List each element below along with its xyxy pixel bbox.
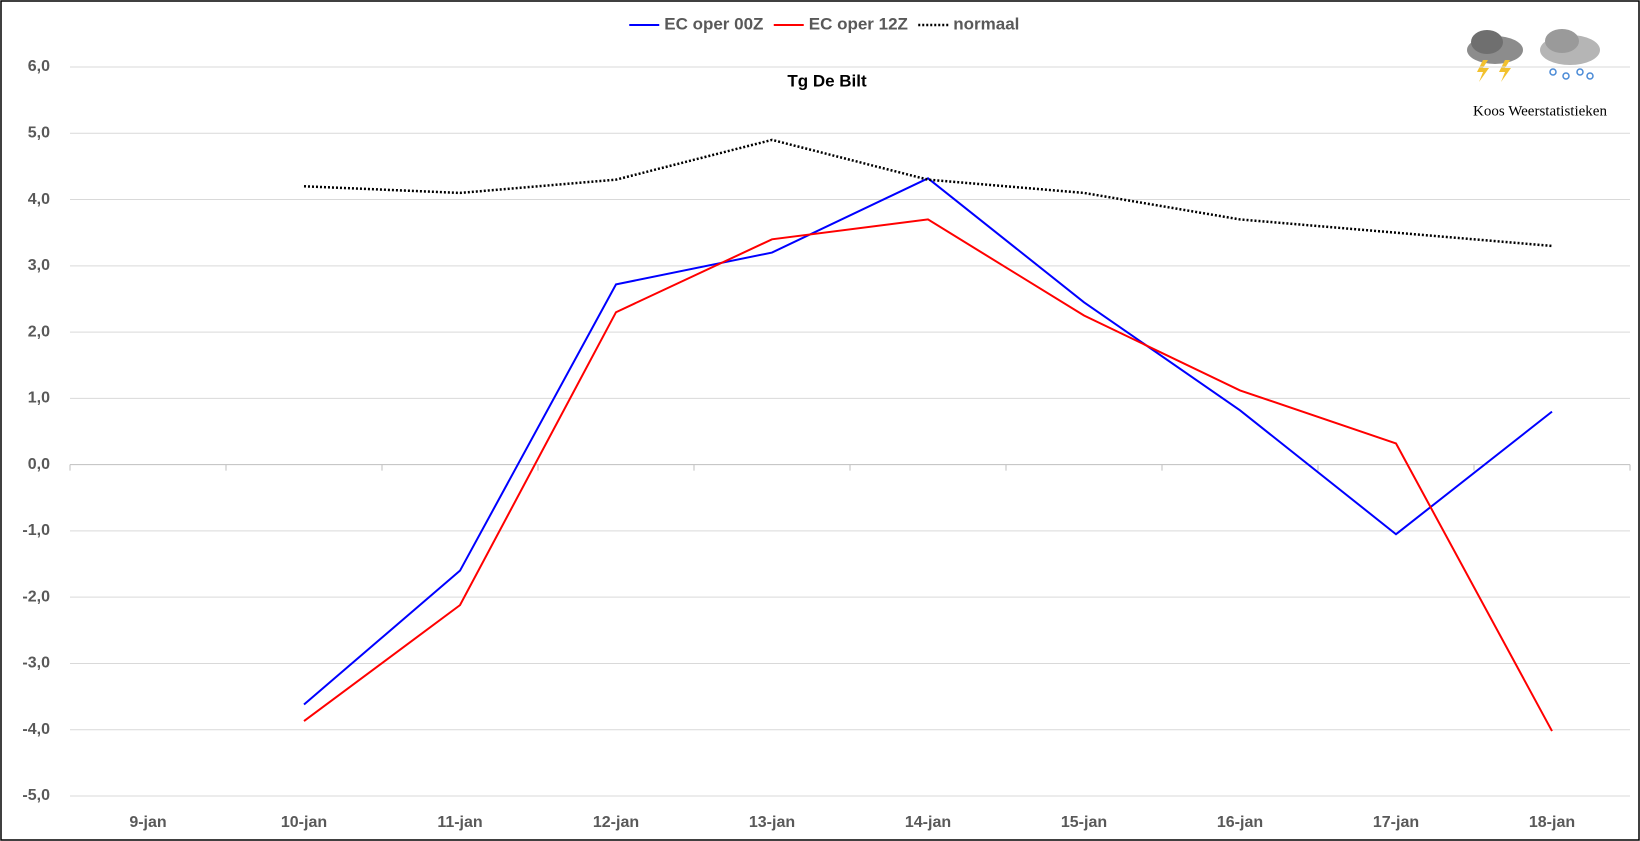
y-tick-label: 3,0 xyxy=(28,257,50,274)
x-tick-label: 14-jan xyxy=(905,814,951,831)
credit: Koos Weerstatistieken xyxy=(1473,103,1607,119)
x-tick-label: 10-jan xyxy=(281,814,327,831)
legend-label: EC oper 12Z xyxy=(809,14,908,33)
x-tick-label: 11-jan xyxy=(437,814,482,831)
x-tick-label: 17-jan xyxy=(1373,814,1419,831)
x-tick-label: 9-jan xyxy=(129,814,166,831)
y-tick-label: 2,0 xyxy=(28,323,50,340)
x-tick-label: 16-jan xyxy=(1217,814,1263,831)
legend-label: EC oper 00Z xyxy=(664,14,763,33)
y-tick-label: -5,0 xyxy=(22,787,50,804)
chart-title: Tg De Bilt xyxy=(787,71,867,90)
y-tick-label: -1,0 xyxy=(22,522,50,539)
x-tick-label: 12-jan xyxy=(593,814,639,831)
y-tick-label: 4,0 xyxy=(28,191,50,208)
y-tick-label: -3,0 xyxy=(22,655,50,672)
y-tick-label: 0,0 xyxy=(28,456,50,473)
series-line xyxy=(303,177,1553,706)
series-line xyxy=(303,138,1553,248)
x-tick-label: 13-jan xyxy=(749,814,795,831)
legend-label: normaal xyxy=(953,14,1019,33)
y-tick-label: 6,0 xyxy=(28,58,50,75)
y-tick-label: -2,0 xyxy=(22,588,50,605)
y-tick-label: 5,0 xyxy=(28,124,50,141)
series-line xyxy=(303,218,1553,732)
x-tick-label: 15-jan xyxy=(1061,814,1107,831)
y-tick-label: 1,0 xyxy=(28,390,50,407)
x-tick-label: 18-jan xyxy=(1529,814,1575,831)
y-tick-label: -4,0 xyxy=(22,721,50,738)
weather-icon xyxy=(1467,29,1600,82)
